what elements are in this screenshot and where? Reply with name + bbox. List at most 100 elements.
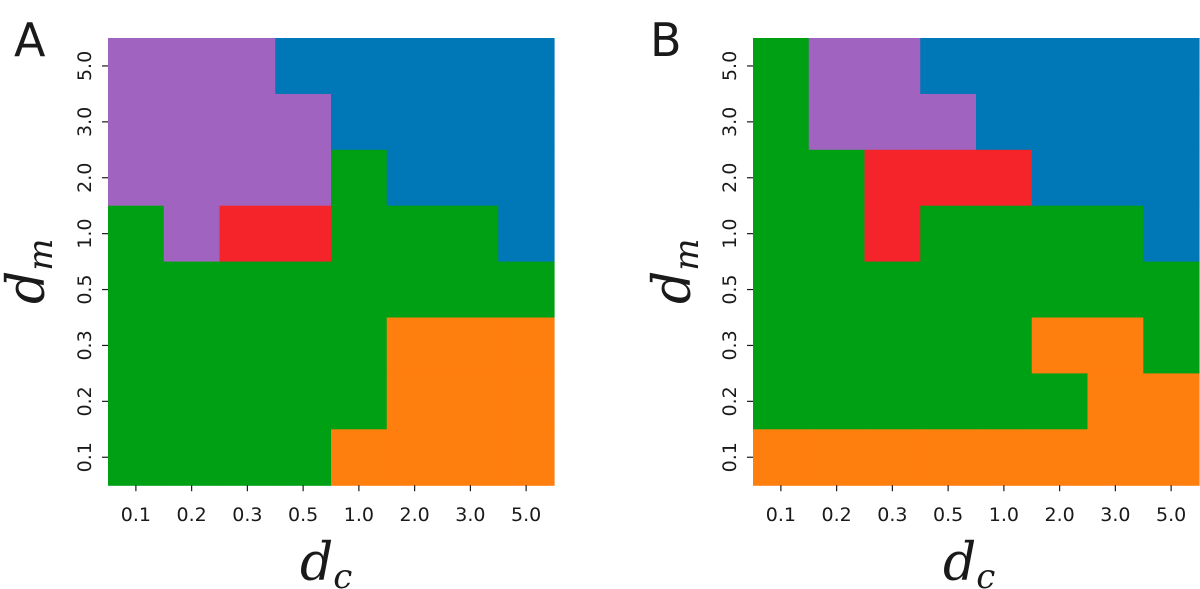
heatmap-a-cell-0.3-0.3 (219, 317, 276, 374)
heatmap-b-cell-1.0-0.2 (808, 205, 866, 263)
panel-label-b: B (650, 13, 682, 67)
heatmap-b-cell-0.1-0.5 (920, 429, 977, 486)
heatmap-b-cell-0.3-1.0 (976, 317, 1033, 374)
heatmap-a-cell-0.2-1.0 (331, 373, 388, 430)
heatmap-a-cell-5.0-3.0 (442, 38, 499, 95)
heatmap-a-cell-0.1-0.5 (275, 429, 332, 486)
heatmap-b-x-tick-label: 0.2 (822, 504, 852, 526)
heatmap-a-cell-0.1-2.0 (386, 429, 444, 486)
heatmap-b-cell-3.0-3.0 (1087, 93, 1144, 151)
heatmap-b-cell-0.3-0.5 (920, 317, 977, 374)
heatmap-b-cell-0.2-1.0 (976, 373, 1033, 430)
heatmap-a-x-tick-label: 5.0 (511, 504, 541, 526)
heatmap-a-cell-5.0-0.2 (163, 38, 221, 95)
heatmap-a-cell-0.3-0.2 (163, 317, 221, 374)
heatmap-a-cell-0.3-2.0 (386, 317, 444, 374)
heatmap-b-cell-0.5-3.0 (1087, 261, 1144, 319)
heatmap-b-cell-2.0-0.2 (808, 149, 866, 207)
heatmap-b-cell-1.0-0.3 (864, 205, 921, 263)
heatmap-a-cell-5.0-0.5 (275, 38, 332, 95)
heatmap-a-cell-2.0-2.0 (386, 149, 444, 207)
heatmap-b-x-tick-label: 3.0 (1100, 504, 1130, 526)
heatmap-b-x-tick-label: 0.1 (766, 504, 796, 526)
heatmap-a-y-tick-label: 3.0 (74, 107, 96, 137)
heatmap-a-cell-0.2-2.0 (386, 373, 444, 430)
heatmap-a-cell-0.5-1.0 (331, 261, 388, 319)
heatmap-panel-a: A 5.0 3.0 2.0 1.0 0.5 0.3 0.2 0.1 0.1 0.2 0.3 0.5 1… (0, 13, 555, 589)
heatmap-a-y-ticks: 5.0 3.0 2.0 1.0 0.5 0.3 0.2 0.1 (74, 51, 108, 472)
heatmap-b-y-tick-label: 5.0 (719, 51, 741, 81)
panel-label-a: A (14, 13, 46, 67)
heatmap-a-cell-3.0-0.1 (108, 93, 165, 151)
heatmap-a-cell-2.0-3.0 (442, 149, 499, 207)
heatmap-b-cell-0.2-0.5 (920, 373, 977, 430)
heatmap-b-y-tick-label: 1.0 (719, 219, 741, 249)
heatmap-b-cell-0.2-0.2 (808, 373, 866, 430)
heatmap-a-cell-0.1-5.0 (498, 429, 555, 486)
heatmap-b-y-tick-label: 0.1 (719, 442, 741, 472)
heatmap-a-cell-0.2-5.0 (498, 373, 555, 430)
heatmap-b-x-tick-label: 0.3 (877, 504, 907, 526)
heatmap-b-cell-1.0-1.0 (976, 205, 1033, 263)
heatmap-a-cell-3.0-1.0 (331, 93, 388, 151)
heatmap-a-x-ticks: 0.1 0.2 0.3 0.5 1.0 2.0 3.0 5.0 (121, 485, 541, 526)
heatmap-a-cell-0.3-0.1 (108, 317, 165, 374)
heatmap-b-cell-5.0-3.0 (1087, 38, 1144, 95)
heatmap-b-cell-0.1-0.2 (808, 429, 866, 486)
heatmap-a-cell-3.0-0.2 (163, 93, 221, 151)
heatmap-b-cell-0.5-2.0 (1031, 261, 1089, 319)
heatmap-b-cell-0.3-0.1 (753, 317, 810, 374)
heatmap-b-cell-2.0-3.0 (1087, 149, 1144, 207)
heatmap-a-cell-1.0-0.1 (108, 205, 165, 263)
heatmap-b-x-tick-label: 1.0 (989, 504, 1019, 526)
heatmap-b-cell-3.0-0.3 (864, 93, 921, 151)
heatmap-b-y-ticks: 5.0 3.0 2.0 1.0 0.5 0.3 0.2 0.1 (719, 51, 753, 472)
heatmap-b-cell-0.1-5.0 (1143, 429, 1200, 486)
heatmap-b-y-tick-label: 0.3 (719, 330, 741, 360)
heatmap-b-cell-5.0-5.0 (1143, 38, 1200, 95)
heatmap-b-cell-0.1-2.0 (1031, 429, 1089, 486)
heatmap-a-cell-2.0-1.0 (331, 149, 388, 207)
heatmap-a-y-tick-label: 0.5 (74, 274, 96, 304)
heatmap-a-cell-0.2-0.2 (163, 373, 221, 430)
heatmap-a-x-tick-label: 0.1 (121, 504, 151, 526)
heatmap-b-cell-1.0-0.5 (920, 205, 977, 263)
heatmap-b-cell-0.3-3.0 (1087, 317, 1144, 374)
x-axis-label-a: dc (300, 533, 352, 589)
heatmap-a-cell-1.0-1.0 (331, 205, 388, 263)
heatmap-b-cell-0.5-5.0 (1143, 261, 1200, 319)
heatmap-b-cell-0.1-3.0 (1087, 429, 1144, 486)
heatmap-b-cell-1.0-3.0 (1087, 205, 1144, 263)
heatmap-b-cell-5.0-0.3 (864, 38, 921, 95)
heatmap-a-cell-0.3-5.0 (498, 317, 555, 374)
heatmap-b-cell-0.5-0.3 (864, 261, 921, 319)
heatmap-a-cell-0.3-3.0 (442, 317, 499, 374)
heatmap-a-cell-1.0-0.2 (163, 205, 221, 263)
heatmap-a-cell-1.0-2.0 (386, 205, 444, 263)
heatmap-a-y-tick-label: 0.3 (74, 330, 96, 360)
heatmap-a-cell-5.0-0.3 (219, 38, 276, 95)
heatmap-a-cell-0.1-0.3 (219, 429, 276, 486)
heatmap-b-cell-3.0-2.0 (1031, 93, 1089, 151)
heatmap-a-y-tick-label: 0.2 (74, 386, 96, 416)
heatmap-a-cell-2.0-0.5 (275, 149, 332, 207)
y-axis-label-a: dm (0, 238, 61, 304)
heatmap-b-cell-0.2-0.1 (753, 373, 810, 430)
heatmap-a-cell-0.1-0.2 (163, 429, 221, 486)
heatmap-b-cell-3.0-1.0 (976, 93, 1033, 151)
heatmap-b-x-tick-label: 0.5 (933, 504, 963, 526)
heatmap-b-cell-0.2-3.0 (1087, 373, 1144, 430)
heatmap-a-y-tick-label: 1.0 (74, 219, 96, 249)
heatmap-b-cell-0.1-0.1 (753, 429, 810, 486)
heatmap-a-cell-3.0-2.0 (386, 93, 444, 151)
heatmap-b-y-tick-label: 0.2 (719, 386, 741, 416)
heatmap-b-cell-5.0-1.0 (976, 38, 1033, 95)
heatmap-b-cell-0.5-0.5 (920, 261, 977, 319)
heatmap-a-cell-5.0-5.0 (498, 38, 555, 95)
heatmap-b-cell-0.1-1.0 (976, 429, 1033, 486)
heatmap-b-cell-3.0-0.1 (753, 93, 810, 151)
heatmap-a-cell-3.0-0.3 (219, 93, 276, 151)
heatmap-a-cell-3.0-3.0 (442, 93, 499, 151)
heatmap-a-cell-0.5-2.0 (386, 261, 444, 319)
heatmap-b-cell-0.2-2.0 (1031, 373, 1089, 430)
